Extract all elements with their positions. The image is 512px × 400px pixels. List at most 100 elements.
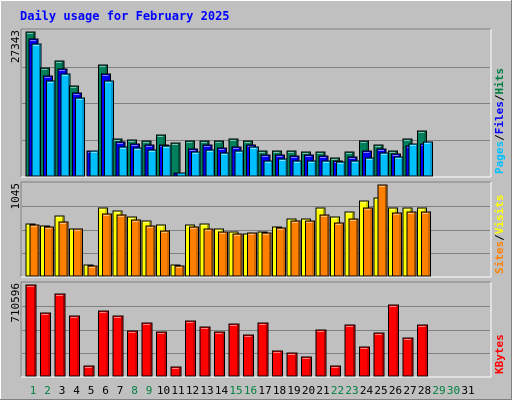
x-tick-label: 11	[171, 384, 184, 397]
x-tick-label: 7	[117, 384, 124, 397]
bar-kbytes-day-7	[112, 315, 124, 377]
bar-kbytes-day-11	[170, 366, 182, 377]
x-tick-label: 27	[403, 384, 416, 397]
bar-kbytes-day-13	[199, 326, 211, 377]
bar-kbytes-day-2	[40, 312, 51, 377]
x-tick-label: 24	[360, 384, 374, 397]
bar-kbytes-day-14	[214, 331, 225, 377]
legend-entry: Visits	[493, 195, 506, 235]
bar-sites-day-8	[131, 219, 141, 277]
bar-sites-day-16	[247, 232, 257, 277]
bar-sites-day-5	[87, 265, 98, 277]
legend-entry: Files	[493, 101, 506, 134]
y-max-label: 710596	[9, 283, 22, 323]
bars	[25, 284, 428, 377]
bar-sites-day-18	[276, 227, 286, 277]
x-tick-label: 5	[88, 384, 95, 397]
x-tick-label: 28	[418, 384, 431, 397]
bar-pages-day-19	[292, 160, 303, 177]
bar-pages-day-2	[46, 80, 56, 177]
bar-sites-day-14	[218, 231, 228, 277]
bar-pages-day-22	[336, 161, 346, 177]
bar-sites-day-13	[203, 228, 214, 277]
bar-kbytes-day-21	[315, 329, 327, 377]
legend-entry: /	[493, 234, 506, 241]
axis-legend: KBytes	[493, 334, 506, 374]
bar-sites-day-20	[305, 220, 315, 277]
bar-sites-day-19	[290, 220, 301, 277]
bar-pages-day-18	[278, 158, 288, 177]
bar-sites-day-17	[261, 232, 272, 277]
bar-kbytes-day-22	[330, 365, 341, 377]
legend-entry: Pages	[493, 141, 506, 174]
bar-pages-day-11	[176, 172, 187, 177]
bar-kbytes-day-12	[185, 320, 196, 377]
x-tick-label: 26	[389, 384, 402, 397]
bar-sites-day-15	[232, 233, 243, 277]
x-tick-label: 8	[131, 384, 138, 397]
x-tick-label: 18	[273, 384, 286, 397]
legend-entry: /	[493, 134, 506, 141]
bar-pages-day-23	[350, 160, 361, 177]
x-tick-label: 31	[461, 384, 474, 397]
bar-kbytes-day-15	[228, 323, 240, 377]
bar-kbytes-day-6	[98, 310, 109, 377]
bar-kbytes-day-17	[257, 322, 269, 377]
bar-sites-day-21	[319, 214, 330, 277]
x-tick-label: 2	[44, 384, 51, 397]
x-tick-label: 17	[258, 384, 271, 397]
bar-kbytes-day-1	[25, 284, 37, 377]
bar-kbytes-day-19	[286, 352, 298, 377]
x-tick-label: 25	[374, 384, 387, 397]
bar-sites-day-2	[44, 226, 54, 277]
bars	[25, 184, 431, 277]
chart-panels: 27343Pages/Files/Hits1045Sites/Visits710…	[9, 28, 506, 378]
bar-pages-day-15	[234, 150, 245, 177]
panel-2: 1045 Sites/Visits	[9, 181, 506, 278]
bar-sites-day-4	[73, 228, 83, 277]
x-tick-label: 3	[59, 384, 66, 397]
x-tick-label: 21	[316, 384, 329, 397]
bar-kbytes-day-27	[402, 337, 414, 377]
bar-sites-day-26	[392, 212, 402, 277]
x-tick-label: 16	[244, 384, 257, 397]
bar-sites-day-24	[363, 207, 373, 277]
bar-sites-day-22	[334, 222, 344, 277]
bar-pages-day-24	[365, 157, 375, 177]
bar-kbytes-day-3	[54, 293, 66, 377]
bar-sites-day-28	[421, 211, 431, 277]
bar-pages-day-26	[394, 156, 404, 177]
bar-sites-day-7	[116, 214, 127, 277]
bar-hits-day-11	[170, 142, 181, 177]
bar-kbytes-day-9	[141, 322, 153, 377]
bar-pages-day-8	[133, 147, 143, 177]
bar-sites-day-11	[174, 265, 185, 277]
chart-title: Daily usage for February 2025	[20, 9, 230, 23]
bar-pages-day-5	[89, 150, 100, 177]
bar-kbytes-day-16	[243, 334, 254, 377]
bar-pages-day-7	[118, 146, 129, 177]
x-tick-label: 6	[102, 384, 109, 397]
legend-entry: Hits	[493, 68, 506, 95]
bar-sites-day-9	[145, 225, 156, 277]
bar-sites-day-23	[348, 218, 359, 277]
bar-sites-day-27	[406, 211, 417, 277]
bar-sites-day-25	[377, 184, 388, 277]
bar-pages-day-14	[220, 152, 230, 177]
bar-kbytes-day-18	[272, 350, 283, 377]
x-tick-label: 10	[157, 384, 170, 397]
bar-kbytes-day-28	[417, 324, 428, 377]
x-tick-label: 9	[146, 384, 153, 397]
bar-pages-day-1	[31, 43, 42, 177]
x-tick-label: 1	[30, 384, 37, 397]
bar-kbytes-day-24	[359, 346, 370, 377]
axis-legend: Sites/Visits	[493, 195, 506, 275]
bar-kbytes-day-20	[301, 356, 312, 377]
bar-sites-day-12	[189, 226, 199, 277]
bar-pages-day-10	[162, 145, 172, 177]
y-max-label: 1045	[9, 183, 22, 210]
bar-pages-day-16	[249, 146, 259, 177]
bar-pages-day-20	[307, 160, 317, 177]
